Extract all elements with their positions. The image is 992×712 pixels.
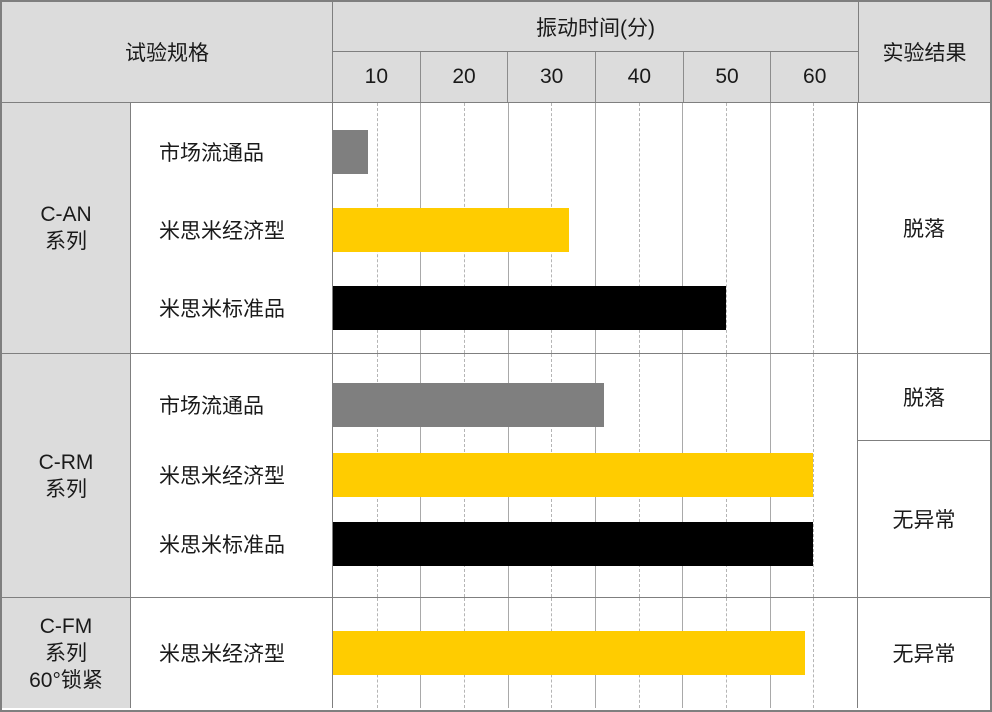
row-label: 米思米经济型 <box>159 643 285 666</box>
result-cell: 脱落 <box>858 354 990 441</box>
bar-row <box>333 370 857 440</box>
tick-label: 40 <box>595 52 683 102</box>
result-cell: 脱落 <box>903 218 945 241</box>
spec-header-label: 试验规格 <box>125 42 209 65</box>
bar-row <box>333 113 857 191</box>
axis-tick-row: 10 20 30 40 50 60 <box>333 52 858 102</box>
bar <box>333 522 814 567</box>
bar <box>333 208 569 252</box>
series-cell: C-FM 系列 60°锁紧 <box>2 598 131 708</box>
time-axis-header: 振动时间(分) 10 20 30 40 50 60 <box>333 2 859 102</box>
tick-label: 60 <box>770 52 858 102</box>
bar-row <box>333 440 857 510</box>
bar <box>333 631 805 675</box>
bar <box>333 286 726 330</box>
result-cell: 无异常 <box>892 509 956 532</box>
result-column: 脱落 <box>858 103 990 353</box>
time-axis-title-cell: 振动时间(分) <box>333 2 858 52</box>
row-label: 米思米经济型 <box>159 220 285 243</box>
table-header-row: 试验规格 振动时间(分) 10 20 30 40 50 60 实验结果 <box>2 2 990 103</box>
tick-label: 30 <box>507 52 595 102</box>
result-header-cell: 实验结果 <box>859 2 990 102</box>
tick-label: 10 <box>364 65 389 88</box>
spec-header-cell: 试验规格 <box>2 2 333 102</box>
bar <box>333 452 814 497</box>
chart-area <box>333 354 858 597</box>
chart-area <box>333 103 858 353</box>
row-label: 米思米标准品 <box>159 534 285 558</box>
time-axis-title: 振动时间(分) <box>536 16 655 40</box>
result-cell: 无异常 <box>892 643 956 666</box>
bar <box>333 382 604 427</box>
bar-row <box>333 509 857 579</box>
bar-row <box>333 269 857 347</box>
group-c-rm: C-RM 系列 市场流通品 米思米经济型 米思米标准品 脱落 无异常 <box>2 353 990 597</box>
group-c-fm: C-FM 系列 60°锁紧 米思米经济型 无异常 <box>2 597 990 708</box>
result-header-label: 实验结果 <box>882 42 967 65</box>
row-label-column: 市场流通品 米思米经济型 米思米标准品 <box>131 103 333 353</box>
series-cell: C-AN 系列 <box>2 103 131 353</box>
row-label-column: 市场流通品 米思米经济型 米思米标准品 <box>131 354 333 597</box>
result-column: 无异常 <box>858 598 990 708</box>
result-column: 脱落 无异常 <box>858 354 990 597</box>
bar-row <box>333 191 857 269</box>
tick-label: 50 <box>682 52 771 102</box>
row-label: 米思米经济型 <box>159 464 285 488</box>
series-cell: C-RM 系列 <box>2 354 131 597</box>
tick-label: 20 <box>419 52 508 102</box>
row-label-column: 米思米经济型 <box>131 598 333 708</box>
bar-row <box>333 598 857 708</box>
bar <box>333 130 368 174</box>
chart-area <box>333 598 858 708</box>
row-label: 市场流通品 <box>159 394 264 418</box>
row-label: 市场流通品 <box>159 142 264 165</box>
row-label: 米思米标准品 <box>159 298 285 321</box>
group-c-an: C-AN 系列 市场流通品 米思米经济型 米思米标准品 脱落 <box>2 103 990 353</box>
